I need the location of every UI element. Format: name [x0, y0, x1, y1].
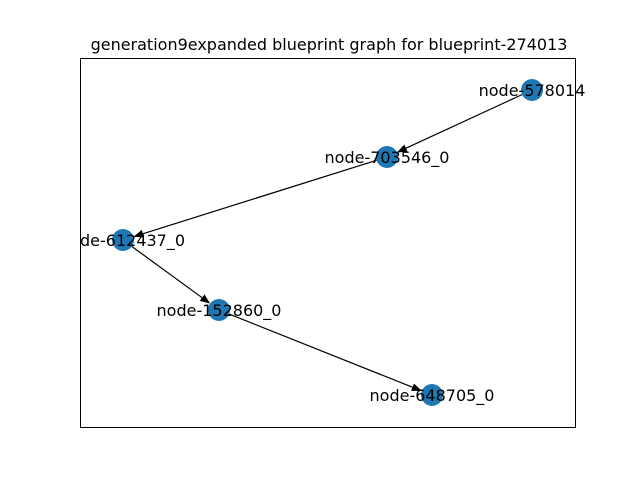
graph-node-n4: [208, 299, 230, 321]
edge-n3-n4: [131, 245, 211, 304]
edge-n1-n2: [396, 94, 523, 153]
node-label-n5: node-648705_0: [370, 386, 495, 406]
graph-node-n2: [376, 146, 398, 168]
plot-frame: [80, 58, 576, 428]
edge-n2-n3: [133, 159, 377, 238]
edges-layer: [131, 94, 523, 392]
node-label-n3: de-612437_0: [80, 231, 185, 251]
node-label-n2: node-703546_0: [325, 148, 450, 168]
node-label-n4: node-152860_0: [157, 301, 282, 321]
node-label-n1: node-578014: [479, 81, 586, 100]
labels-layer: node-578014 node-703546_0 de-612437_0 node-…: [80, 81, 585, 406]
graph-node-n1: [521, 79, 543, 101]
graph-node-n5: [421, 384, 443, 406]
edge-n4-n5: [228, 313, 422, 392]
graph-title: generation9expanded blueprint graph for …: [91, 35, 568, 54]
graph-node-n3: [112, 229, 134, 251]
nodes-layer: [112, 79, 543, 406]
